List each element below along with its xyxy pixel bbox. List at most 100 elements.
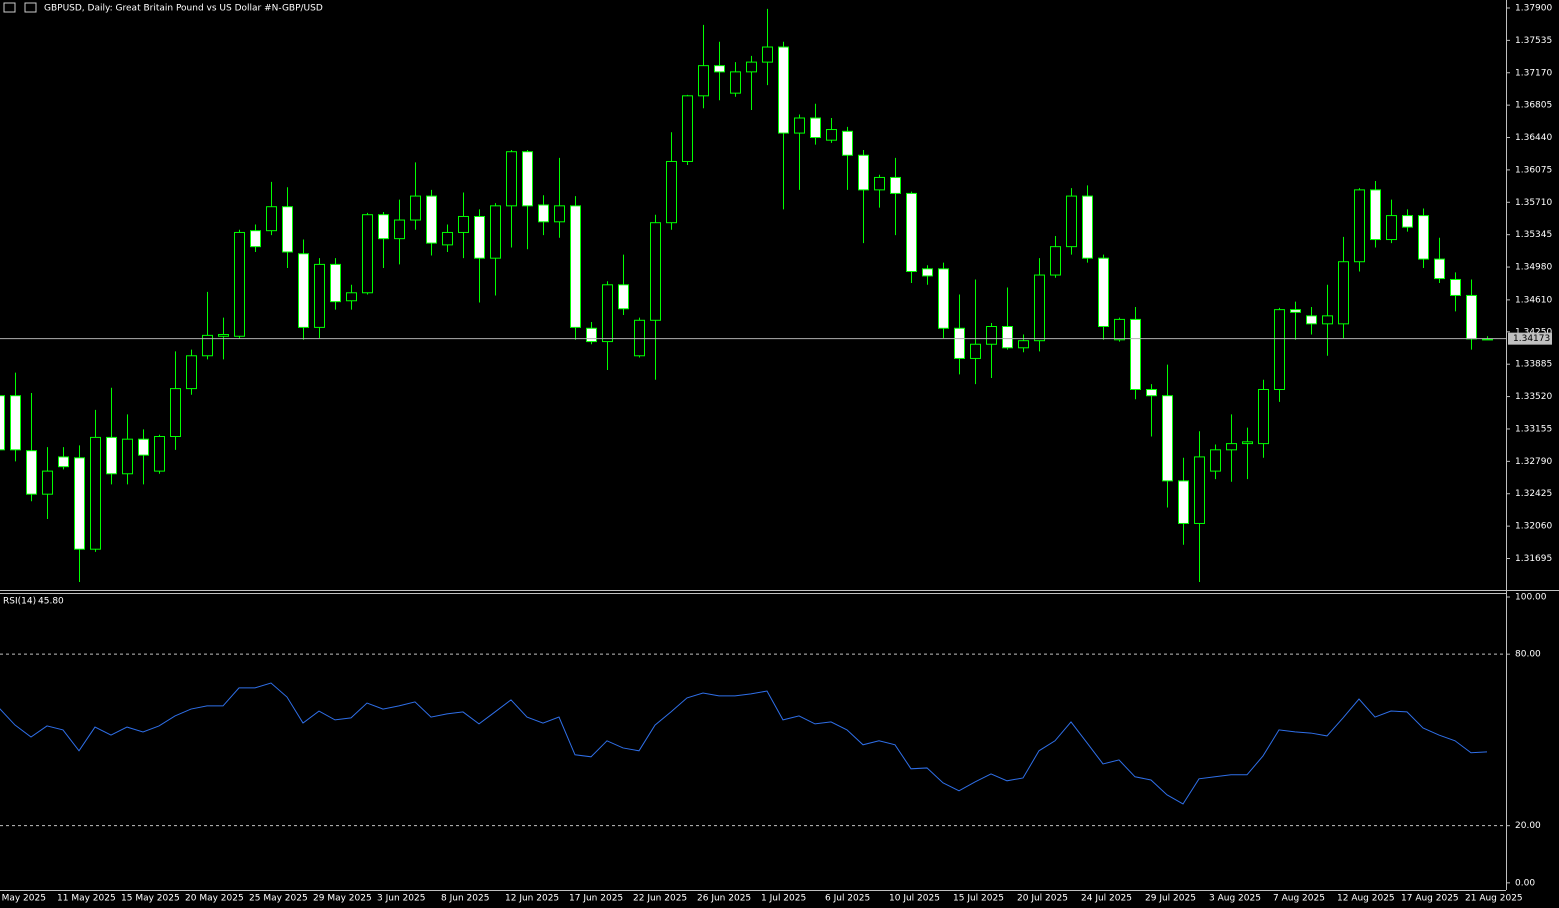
x-tick-label: 15 May 2025 <box>121 894 180 904</box>
x-tick-label: 29 May 2025 <box>313 894 372 904</box>
candle-body <box>1194 456 1205 524</box>
candle-body <box>746 61 757 73</box>
candle-body <box>378 214 389 240</box>
candle-body <box>1066 195 1077 248</box>
y-tick-label: 1.34610 <box>1515 295 1552 305</box>
candle-body <box>1114 318 1125 341</box>
candle-body <box>634 319 645 357</box>
candle-body <box>138 438 149 456</box>
candle-body <box>1178 480 1189 524</box>
candle-body <box>298 253 309 328</box>
candle-body <box>458 215 469 233</box>
y-tick-label: 1.35710 <box>1515 198 1552 208</box>
candle-body <box>842 130 853 156</box>
candle-body <box>618 284 629 310</box>
candle-body <box>1354 189 1365 263</box>
candle-body <box>26 450 37 495</box>
x-tick-label: 10 Jul 2025 <box>889 894 940 904</box>
candle-body <box>1082 195 1093 259</box>
candle-body <box>1002 325 1013 349</box>
candle-body <box>970 343 981 359</box>
candle-body <box>602 284 613 343</box>
candle-body <box>1418 215 1429 260</box>
candle-body <box>1322 315 1333 325</box>
y-tick-label: 100.00 <box>1515 593 1547 603</box>
candle-body <box>218 333 229 337</box>
y-tick-label: 1.31695 <box>1515 554 1552 564</box>
last-price-box <box>1508 332 1552 345</box>
candle-body <box>410 195 421 221</box>
y-tick-label: 1.35345 <box>1515 230 1552 240</box>
x-tick-label: 3 Aug 2025 <box>1209 894 1261 904</box>
y-tick-label: 1.34250 <box>1515 327 1552 337</box>
x-tick-label: 6 Jul 2025 <box>825 894 870 904</box>
x-tick-label: 22 Jun 2025 <box>633 894 687 904</box>
candle-body <box>426 195 437 244</box>
candle-body <box>0 395 5 451</box>
candle-body <box>906 192 917 272</box>
candle-body <box>10 395 21 451</box>
indicator-name: RSI(14) <box>3 597 36 607</box>
candle-body <box>1098 257 1109 327</box>
candle-body <box>42 470 53 495</box>
candle-body <box>490 205 501 259</box>
candle-body <box>954 327 965 359</box>
candle-body <box>122 438 133 475</box>
candle-body <box>154 436 165 472</box>
candle-body <box>1274 309 1285 390</box>
candle-body <box>202 334 213 357</box>
candle-body <box>986 325 997 345</box>
candle-body <box>1226 443 1237 451</box>
candle-body <box>314 263 325 328</box>
indicator-value: 45.80 <box>38 597 64 607</box>
y-tick-label: 1.36440 <box>1515 133 1552 143</box>
candle-body <box>778 46 789 134</box>
x-tick-label: 20 Jul 2025 <box>1017 894 1068 904</box>
candle-body <box>1018 340 1029 349</box>
x-tick-label: 29 Jul 2025 <box>1145 894 1196 904</box>
candle-body <box>106 436 117 475</box>
candle-body <box>922 268 933 277</box>
y-tick-label: 1.33885 <box>1515 360 1552 370</box>
candle-body <box>74 457 85 550</box>
y-tick-label: 1.37900 <box>1515 3 1552 13</box>
candle-body <box>570 205 581 328</box>
candle-body <box>1258 388 1269 445</box>
y-tick-label: 1.36075 <box>1515 165 1552 175</box>
candle-body <box>1162 395 1173 482</box>
symbol-icons <box>3 2 37 13</box>
candle-body <box>1466 294 1477 340</box>
candle-body <box>794 117 805 134</box>
rsi-line <box>0 682 1488 805</box>
candle-body <box>170 388 181 438</box>
x-tick-label: 7 Aug 2025 <box>1273 894 1325 904</box>
y-tick-label: 1.37535 <box>1515 36 1552 46</box>
candle-body <box>1130 318 1141 390</box>
candle-body <box>522 151 533 207</box>
candle-body <box>1434 258 1445 280</box>
x-tick-label: 17 Jun 2025 <box>569 894 623 904</box>
candle-body <box>1210 449 1221 472</box>
x-tick-label: 15 Jul 2025 <box>953 894 1004 904</box>
x-tick-label: 24 Jul 2025 <box>1081 894 1132 904</box>
candle-body <box>858 154 869 191</box>
y-tick-label: 20.00 <box>1515 821 1541 831</box>
candle-body <box>554 205 565 223</box>
x-tick-label: 11 May 2025 <box>57 894 116 904</box>
candle-body <box>1402 215 1413 228</box>
candle-body <box>1034 274 1045 342</box>
candle-body <box>1242 441 1253 445</box>
candle-body <box>650 222 661 321</box>
y-tick-label: 1.32060 <box>1515 522 1552 532</box>
candle-body <box>234 231 245 337</box>
candle-body <box>90 436 101 550</box>
candle-body <box>394 219 405 240</box>
candle-body <box>762 46 773 63</box>
candle-body <box>250 230 261 248</box>
x-tick-label: 6 May 2025 <box>0 894 46 904</box>
x-tick-label: 25 May 2025 <box>249 894 308 904</box>
candle-body <box>810 117 821 139</box>
